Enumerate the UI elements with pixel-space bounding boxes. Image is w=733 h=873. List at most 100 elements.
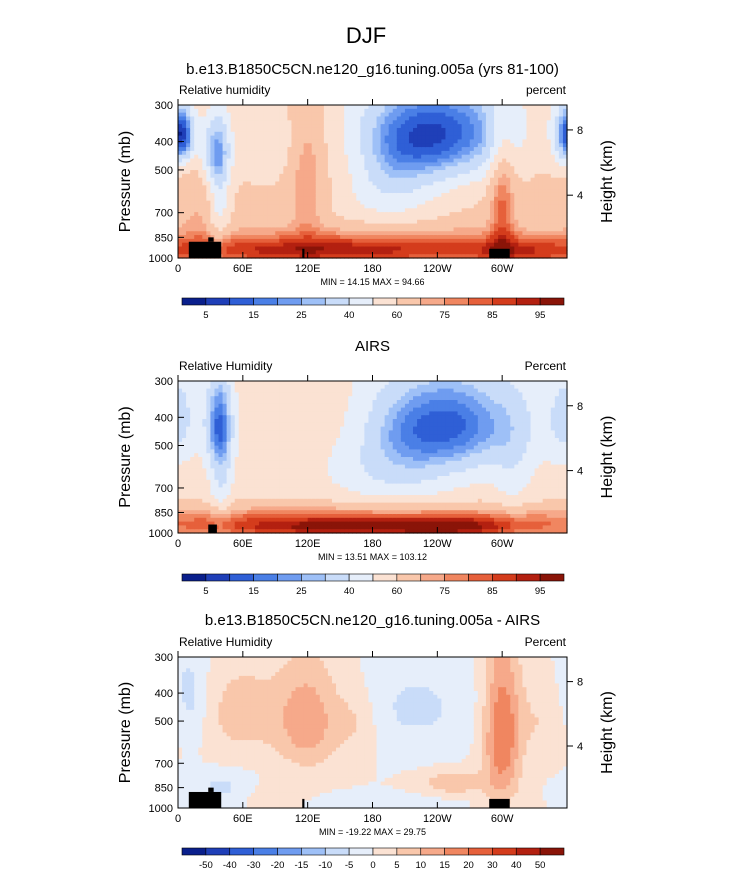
contour-cell [234,231,240,236]
contour-cell [202,487,207,492]
contour-cell [546,131,552,137]
contour-cell [246,506,252,511]
contour-cell [275,396,280,401]
contour-cell [242,510,248,515]
contour-cell [186,422,191,428]
contour-cell [238,430,244,435]
contour-cell [218,396,224,401]
contour-cell [388,147,394,152]
contour-cell [494,246,499,251]
contour-cell [222,476,228,481]
contour-cell [408,227,414,232]
contour-cell [433,131,438,137]
contour-cell [348,116,353,121]
contour-cell [392,147,398,152]
contour-cell [522,185,528,190]
contour-cell [558,250,564,255]
contour-cell [303,185,309,190]
contour-cell [348,238,353,244]
contour-cell [368,170,374,175]
contour-cell [238,415,244,420]
contour-cell [562,158,568,163]
contour-cell [465,143,471,148]
contour-cell [202,192,207,198]
contour-cell [453,238,459,244]
contour-cell [259,460,264,466]
contour-cell [242,381,248,386]
contour-cell [250,411,256,416]
contour-cell [271,415,276,420]
contour-cell [295,131,301,137]
contour-cell [336,154,341,160]
contour-cell [202,112,207,118]
contour-cell [445,212,451,217]
contour-cell [178,514,183,519]
contour-cell [530,150,536,156]
contour-cell [315,120,321,125]
contour-cell [384,212,390,217]
contour-cell [380,116,386,121]
contour-cell [271,235,276,240]
contour-cell [498,154,503,160]
contour-cell [518,135,524,141]
contour-cell [194,422,199,428]
contour-cell [421,215,426,221]
contour-cell [271,112,276,118]
contour-cell [554,124,560,129]
contour-cell [352,154,357,160]
contour-cell [485,196,491,202]
contour-cell [396,215,402,221]
contour-cell [283,441,288,447]
contour-cell [546,120,552,125]
contour-cell [437,200,442,206]
contour-cell [178,162,183,167]
contour-cell [380,219,386,225]
contour-cell [319,254,325,259]
contour-cell [562,154,568,160]
contour-cell [190,479,195,485]
contour-cell [202,403,207,409]
contour-cell [190,219,195,225]
contour-cell [307,158,313,163]
contour-cell [222,158,228,163]
contour-cell [242,396,248,401]
contour-cell [352,131,357,137]
contour-cell [550,242,556,248]
contour-cell [331,235,337,240]
contour-cell [481,173,487,179]
contour-cell [461,143,467,148]
contour-cell [242,227,248,232]
contour-cell [368,196,374,202]
contour-cell [323,223,329,228]
contour-cell [283,192,288,198]
contour-cell [226,506,232,511]
contour-cell [271,200,276,206]
contour-cell [506,124,511,129]
contour-cell [254,181,260,186]
contour-cell [319,215,325,221]
contour-cell [271,238,276,244]
contour-cell [263,192,268,198]
contour-cell [246,238,252,244]
contour-cell [461,170,467,175]
contour-cell [372,189,378,194]
contour-cell [226,177,232,183]
contour-cell [222,177,228,183]
x-tick-label: 180 [363,263,381,275]
contour-cell [279,158,284,163]
contour-cell [230,491,236,496]
contour-cell [445,235,451,240]
contour-cell [485,185,491,190]
contour-cell [546,105,552,110]
contour-cell [190,506,195,511]
contour-cell [178,381,183,386]
contour-cell [518,185,524,190]
contour-cell [230,479,236,485]
contour-cell [190,529,195,534]
contour-cell [206,192,212,198]
contour-cell [372,108,378,114]
contour-cell [234,215,240,221]
contour-cell [327,105,333,110]
contour-cell [396,135,402,141]
contour-cell [242,120,248,125]
